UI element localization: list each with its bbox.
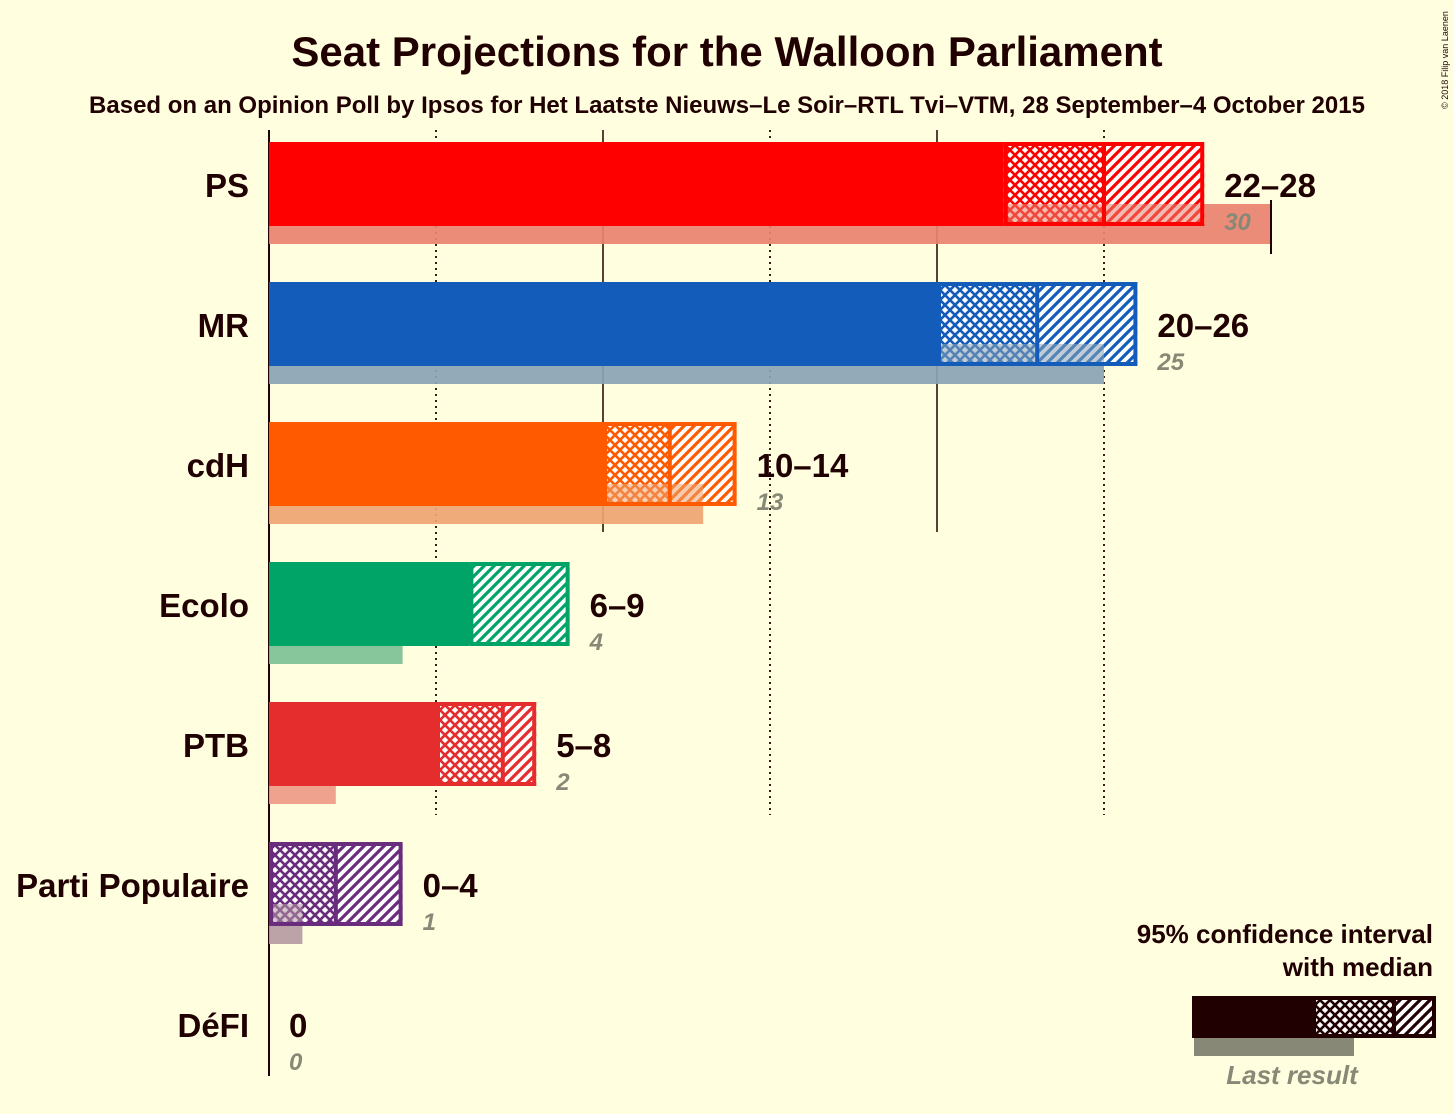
legend-title-line1: 95% confidence interval xyxy=(1137,919,1433,949)
party-row-cdh: cdH 10–14 13 xyxy=(187,422,849,524)
bars: PS 22–28 30 MR 20–26 25 cdH 10–14 13 Ecolo 6–9 4 PTB… xyxy=(16,142,1316,1076)
legend-solid-bar xyxy=(1192,996,1314,1038)
party-label-cdh: cdH xyxy=(187,447,249,484)
legend-title-line2: with median xyxy=(1282,952,1433,982)
ci-upper-bar-ptb xyxy=(502,702,537,786)
last-result-label-defi: 0 xyxy=(289,1049,303,1076)
party-row-ecolo: Ecolo 6–9 4 xyxy=(159,562,645,664)
ci-upper-bar-ecolo xyxy=(469,562,570,646)
chart-subtitle: Based on an Opinion Poll by Ipsos for He… xyxy=(89,92,1365,119)
last-result-label-ps: 30 xyxy=(1224,209,1251,236)
last-result-label-mr: 25 xyxy=(1156,349,1184,376)
legend-ci-lower-bar xyxy=(1314,996,1394,1038)
party-row-defi: DéFI 0 0 xyxy=(177,1007,307,1076)
last-result-label-ecolo: 4 xyxy=(589,629,603,656)
ci-lower-bar-ptb xyxy=(436,702,503,786)
party-row-parti-populaire: Parti Populaire 0–4 1 xyxy=(16,842,478,944)
party-row-ps: PS 22–28 30 xyxy=(205,142,1316,254)
range-label-ps: 22–28 xyxy=(1224,167,1316,204)
party-row-mr: MR 20–26 25 xyxy=(198,282,1249,384)
solid-bar-mr xyxy=(269,282,937,366)
party-row-ptb: PTB 5–8 2 xyxy=(183,702,611,804)
solid-bar-ptb xyxy=(269,702,436,786)
range-label-ptb: 5–8 xyxy=(556,727,611,764)
legend-ci-outline xyxy=(1312,996,1436,1038)
legend-last-result-label: Last result xyxy=(1226,1060,1359,1090)
party-label-ptb: PTB xyxy=(183,727,249,764)
last-result-label-ptb: 2 xyxy=(555,769,570,796)
party-label-ps: PS xyxy=(205,167,249,204)
range-label-cdh: 10–14 xyxy=(757,447,849,484)
range-label-defi: 0 xyxy=(289,1007,307,1044)
solid-bar-ps xyxy=(269,142,1004,226)
range-label-parti-populaire: 0–4 xyxy=(423,867,479,904)
last-result-overlay-cdh xyxy=(603,484,704,506)
party-label-parti-populaire: Parti Populaire xyxy=(16,867,249,904)
ci-upper-bar-parti-populaire xyxy=(335,842,403,926)
range-label-mr: 20–26 xyxy=(1157,307,1249,344)
solid-bar-ecolo xyxy=(269,562,470,646)
party-label-defi: DéFI xyxy=(177,1007,249,1044)
solid-bar-cdh xyxy=(269,422,603,506)
last-result-label-cdh: 13 xyxy=(757,489,784,516)
copyright-notice: © 2018 Filip van Laenen xyxy=(1440,11,1450,109)
last-result-label-parti-populaire: 1 xyxy=(423,909,436,936)
ci-outline-ptb xyxy=(436,702,537,786)
range-label-ecolo: 6–9 xyxy=(590,587,645,624)
last-result-overlay-mr xyxy=(937,344,1104,366)
legend-ci-upper-bar xyxy=(1394,996,1434,1038)
party-label-mr: MR xyxy=(198,307,249,344)
chart-title: Seat Projections for the Walloon Parliam… xyxy=(291,28,1162,75)
last-result-overlay-parti-populaire xyxy=(269,904,303,926)
party-label-ecolo: Ecolo xyxy=(159,587,249,624)
